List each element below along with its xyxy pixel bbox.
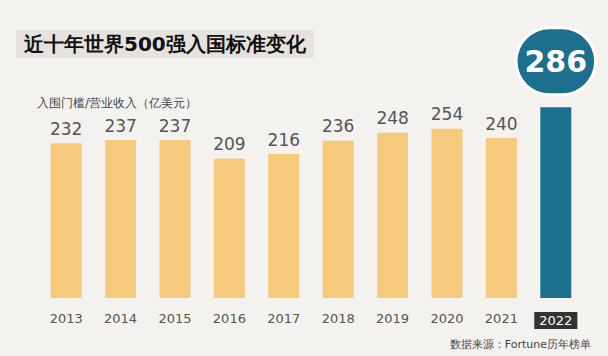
svg-text:入围门槛/营业收入（亿美元）: 入围门槛/营业收入（亿美元）: [37, 96, 197, 110]
svg-text:2022: 2022: [539, 313, 572, 328]
svg-text:236: 236: [322, 116, 354, 136]
svg-text:2019: 2019: [376, 311, 409, 326]
svg-text:248: 248: [376, 108, 408, 128]
svg-text:2018: 2018: [322, 311, 355, 326]
svg-text:240: 240: [485, 114, 517, 134]
svg-text:2017: 2017: [267, 311, 300, 326]
svg-text:近十年世界500强入国标准变化: 近十年世界500强入国标准变化: [23, 32, 307, 56]
svg-text:数据来源：Fortune历年榜单: 数据来源：Fortune历年榜单: [450, 338, 591, 351]
svg-text:2014: 2014: [104, 311, 137, 326]
svg-text:216: 216: [268, 130, 300, 150]
svg-text:237: 237: [104, 116, 136, 136]
svg-text:2013: 2013: [50, 311, 83, 326]
svg-text:209: 209: [213, 134, 245, 154]
svg-text:2021: 2021: [485, 311, 518, 326]
svg-text:232: 232: [50, 119, 82, 139]
svg-text:286: 286: [524, 44, 587, 79]
svg-text:2016: 2016: [213, 311, 246, 326]
svg-text:237: 237: [159, 116, 191, 136]
svg-text:254: 254: [431, 104, 463, 124]
svg-text:2015: 2015: [158, 311, 191, 326]
svg-text:2020: 2020: [430, 311, 463, 326]
